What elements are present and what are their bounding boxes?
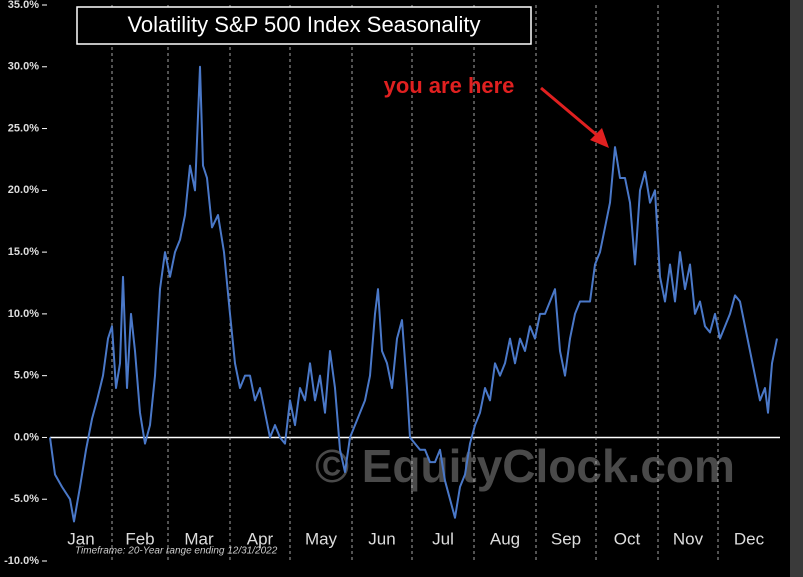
watermark: © EquityClock.com <box>315 440 735 492</box>
y-tick-label: 35.0% <box>8 0 39 11</box>
x-tick-label: Mar <box>184 529 214 548</box>
footnote: Timeframe: 20-Year range ending 12/31/20… <box>75 546 278 557</box>
x-tick-label: Jan <box>67 529 94 548</box>
annotation-arrowhead <box>590 128 609 148</box>
annotation-arrow <box>540 86 599 138</box>
x-tick-label: Feb <box>125 529 154 548</box>
y-tick-label: 30.0% <box>8 61 39 73</box>
y-tick-label: 15.0% <box>8 246 39 258</box>
x-tick-label: Aug <box>490 529 520 548</box>
x-tick-label: Sep <box>551 529 581 548</box>
frame-edge <box>790 0 803 577</box>
chart-title: Volatility S&P 500 Index Seasonality <box>127 12 480 37</box>
annotation: you are here <box>384 73 515 98</box>
y-tick-label: -5.0% <box>10 493 39 505</box>
x-tick-label: Jun <box>368 529 395 548</box>
x-tick-label: Dec <box>734 529 765 548</box>
y-tick-label: 20.0% <box>8 184 39 196</box>
x-tick-label: Apr <box>247 529 274 548</box>
y-tick-label: 0.0% <box>14 431 39 443</box>
y-tick-label: 5.0% <box>14 370 39 382</box>
x-tick-label: Jul <box>432 529 454 548</box>
y-tick-label: -10.0% <box>4 555 39 567</box>
data-line <box>49 65 778 523</box>
x-tick-label: May <box>305 529 338 548</box>
x-tick-label: Oct <box>614 529 641 548</box>
x-tick-label: Nov <box>673 529 704 548</box>
title-box <box>76 6 532 45</box>
y-tick-label: 10.0% <box>8 308 39 320</box>
y-tick-label: 25.0% <box>8 122 39 134</box>
